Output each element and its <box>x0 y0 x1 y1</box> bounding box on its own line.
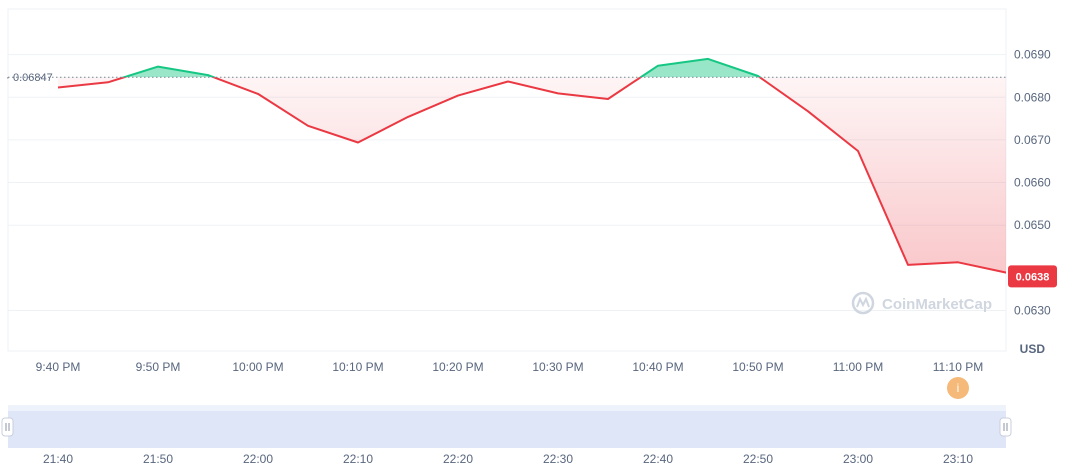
coinmarketcap-logo-mark <box>856 296 870 308</box>
navigator-tick-label: 22:20 <box>443 452 473 466</box>
currency-unit-label: USD <box>1020 342 1046 356</box>
watermark: CoinMarketCap <box>851 291 992 315</box>
y-tick-label: 0.0650 <box>1014 218 1051 232</box>
above-reference-fill <box>58 58 1006 78</box>
navigator-tick-label: 23:00 <box>843 452 873 466</box>
navigator-selection[interactable] <box>8 411 1006 448</box>
x-tick-label: 10:00 PM <box>232 360 283 374</box>
navigator-axis: 21:40 21:50 22:00 22:10 22:20 22:30 22:40 22:50… <box>43 452 973 466</box>
x-tick-label: 9:40 PM <box>36 360 81 374</box>
last-price-label: 0.0638 <box>1016 271 1050 283</box>
y-tick-label: 0.0660 <box>1014 176 1051 190</box>
price-line-down-segment <box>57 77 1006 274</box>
navigator-left-handle[interactable] <box>1 417 14 437</box>
navigator-right-handle[interactable] <box>999 417 1012 437</box>
last-price-badge: 0.0638 <box>1008 265 1057 288</box>
y-tick-label: 0.0680 <box>1014 90 1051 104</box>
svg-text:i: i <box>957 381 960 395</box>
info-icon[interactable]: i <box>947 377 969 399</box>
navigator-tick-label: 22:40 <box>643 452 673 466</box>
plot-frame <box>7 8 1007 352</box>
navigator-tick-label: 21:50 <box>143 452 173 466</box>
price-line <box>57 57 1006 274</box>
y-tick-label: 0.0670 <box>1014 133 1051 147</box>
x-tick-label: 11:10 PM <box>933 360 983 374</box>
watermark-text: CoinMarketCap <box>882 296 992 313</box>
navigator-tick-label: 22:30 <box>543 452 573 466</box>
y-tick-label: 0.0630 <box>1014 303 1051 317</box>
navigator-tick-label: 21:40 <box>43 452 73 466</box>
coinmarketcap-logo-icon <box>851 291 875 315</box>
range-navigator[interactable]: 21:40 21:50 22:00 22:10 22:20 22:30 22:40 22:50… <box>1 405 1012 466</box>
navigator-tick-label: 22:50 <box>743 452 773 466</box>
grid-lines <box>8 54 1006 311</box>
reference-marker-icon: · <box>6 72 10 84</box>
reference-price-label: 0.06847 <box>13 72 53 84</box>
x-tick-label: 10:10 PM <box>332 360 383 374</box>
navigator-tick-label: 22:10 <box>343 452 373 466</box>
x-tick-label: 10:40 PM <box>632 360 683 374</box>
x-tick-label: 10:20 PM <box>432 360 483 374</box>
navigator-tick-label: 23:10 <box>943 452 973 466</box>
navigator-tick-label: 22:00 <box>243 452 273 466</box>
x-tick-label: 10:50 PM <box>732 360 783 374</box>
y-axis: 0.0690 0.0680 0.0670 0.0660 0.0650 0.0630 <box>1014 48 1051 318</box>
x-tick-label: 10:30 PM <box>532 360 583 374</box>
below-reference-fill <box>58 77 1006 273</box>
x-axis: 9:40 PM 9:50 PM 10:00 PM 10:10 PM 10:20 PM 10… <box>36 360 984 374</box>
y-tick-label: 0.0690 <box>1014 48 1051 62</box>
x-tick-label: 9:50 PM <box>136 360 181 374</box>
area-fills <box>58 58 1006 273</box>
x-tick-label: 11:00 PM <box>833 360 883 374</box>
